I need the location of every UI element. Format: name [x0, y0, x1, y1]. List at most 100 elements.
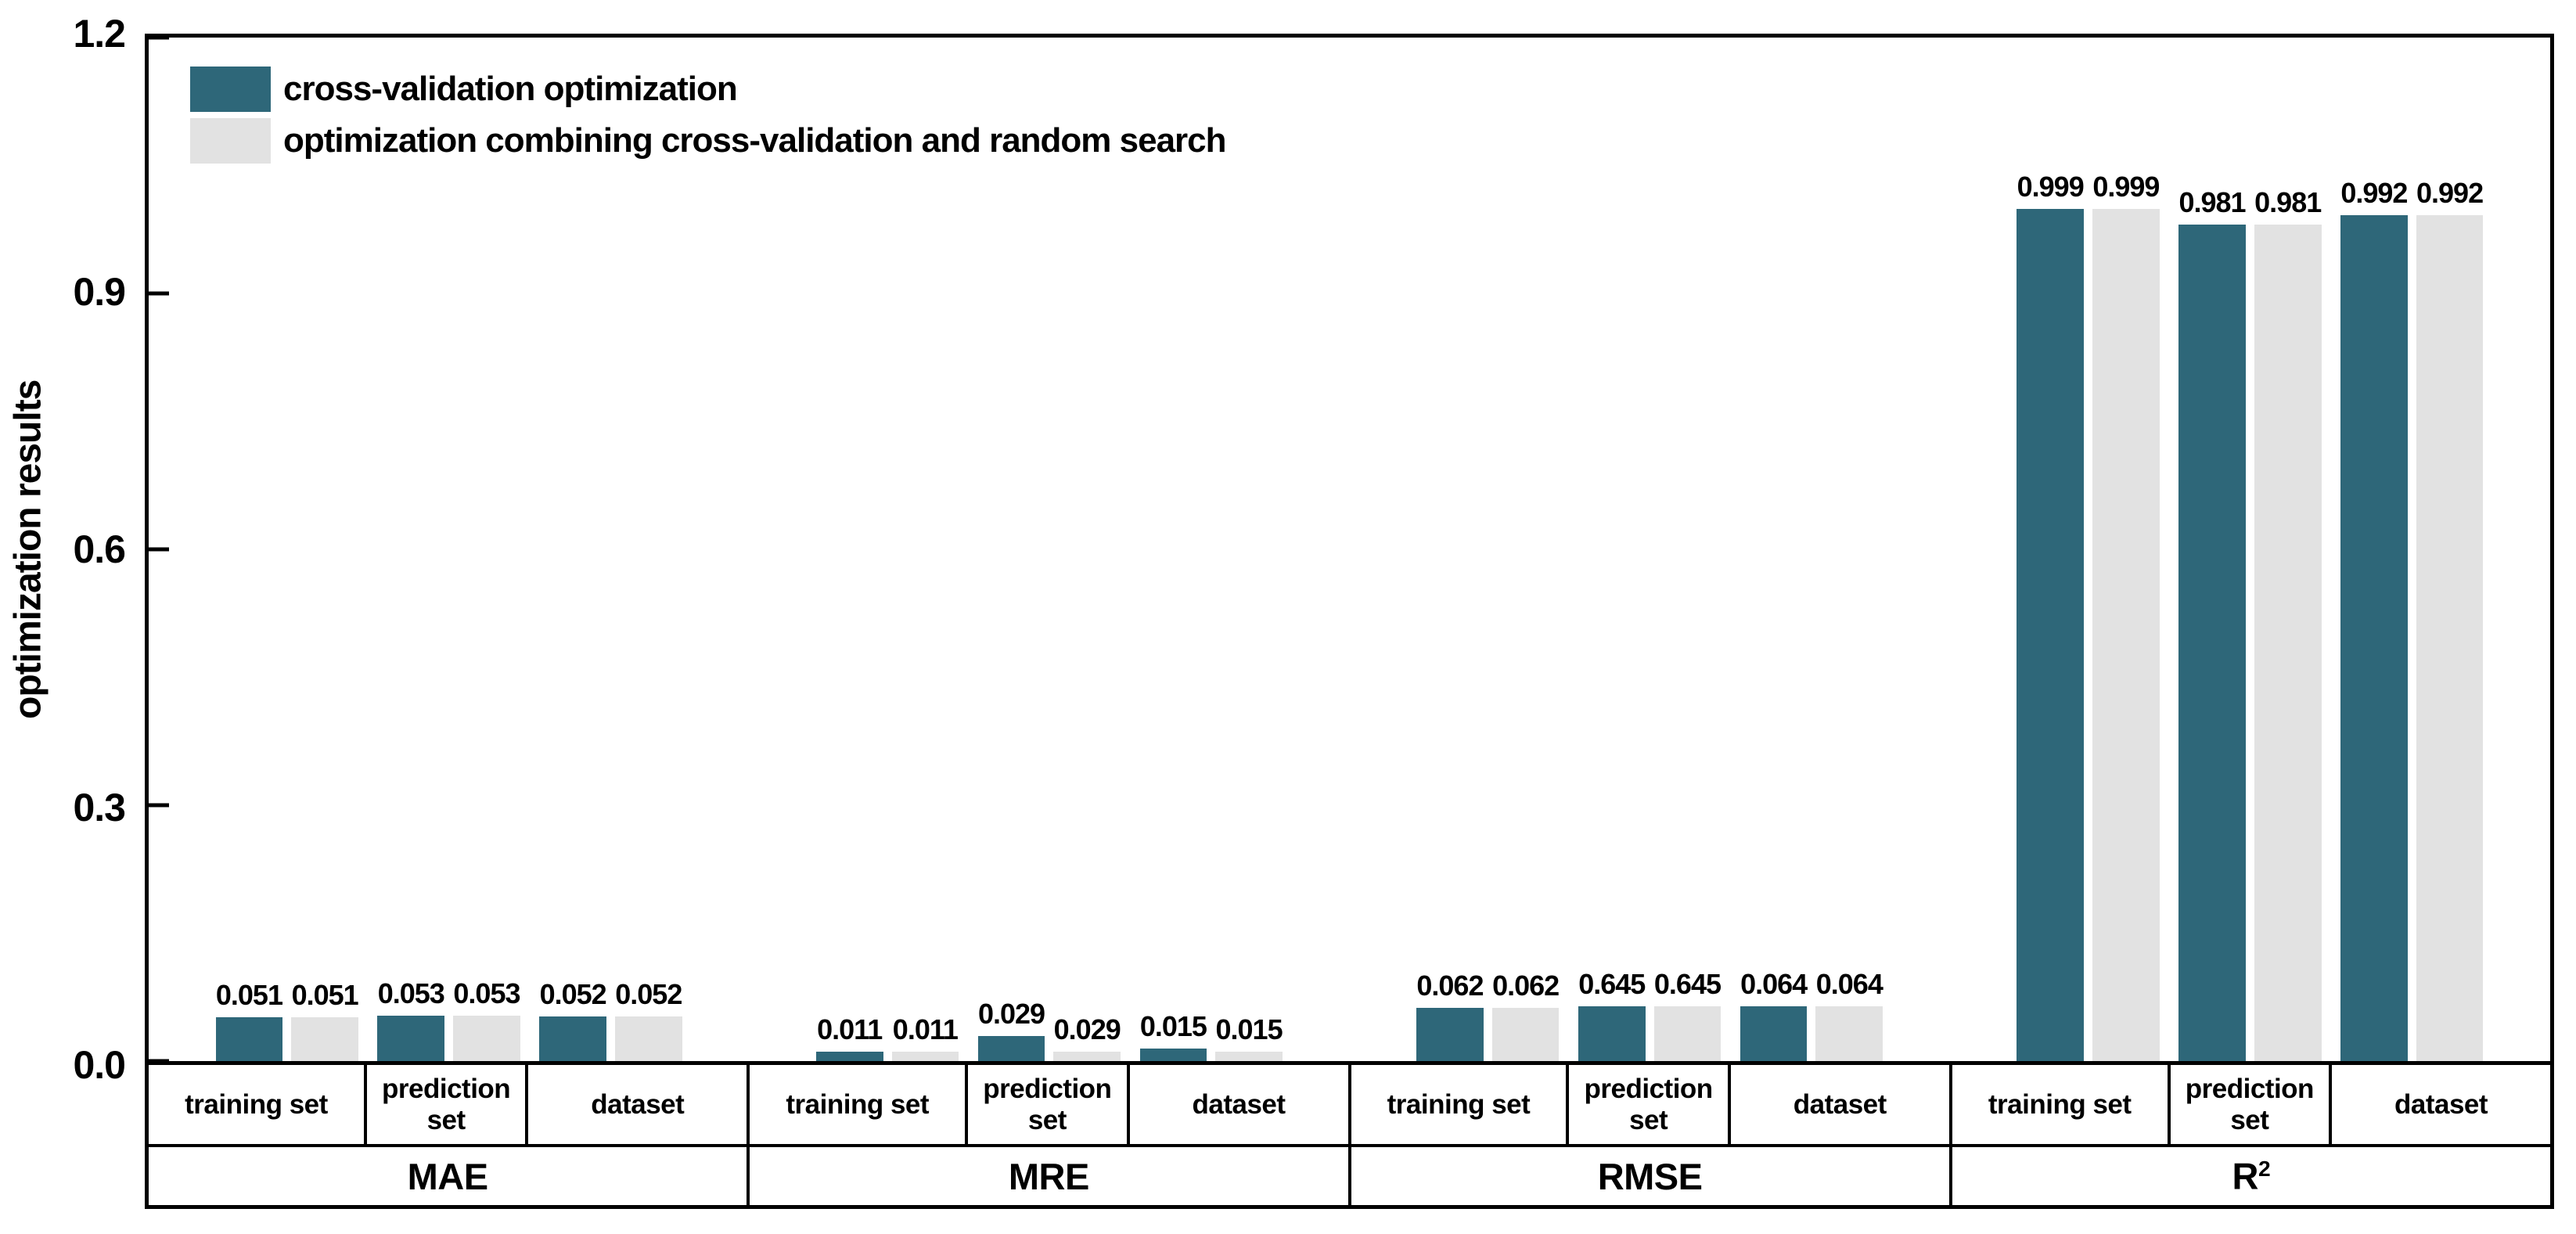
bar-value-label: 0.011	[817, 1013, 883, 1046]
bar-R2-prediction-set-s1	[2254, 224, 2322, 1061]
bar-value-label: 0.053	[377, 977, 445, 1010]
bar-MAE-dataset-s0	[539, 1016, 606, 1061]
bar-value-label: 0.645	[1653, 967, 1722, 1000]
y-tick-label: 0.0	[73, 1043, 126, 1087]
metric-label: R2	[2232, 1155, 2271, 1197]
bar-value-label: 0.029	[977, 998, 1045, 1031]
category-cell: training set	[1952, 1065, 2171, 1144]
bar-MRE-dataset-s0	[1139, 1048, 1207, 1061]
bar-value-label: 0.029	[1053, 1013, 1121, 1046]
bar-RMSE-dataset-s1	[1815, 1006, 1883, 1061]
y-tick-mark	[149, 35, 169, 40]
bar-R2-training-set-s0	[2017, 209, 2085, 1061]
bar-value-label: 0.999	[2092, 171, 2160, 203]
metric-row: R2	[1952, 1147, 2550, 1205]
category-metric-table: training set prediction set dataset MAE trai…	[145, 1061, 2554, 1209]
bar-MRE-training-set-s0	[815, 1052, 883, 1061]
y-tick-mark	[149, 803, 169, 808]
category-label: training set	[1988, 1088, 2132, 1120]
bar-value-label: 0.981	[2254, 185, 2322, 218]
legend-swatch	[190, 118, 271, 164]
bar-RMSE-training-set-s1	[1491, 1008, 1560, 1061]
category-label: training set	[1387, 1088, 1531, 1120]
bar-R2-dataset-s0	[2340, 214, 2408, 1061]
bar-RMSE-prediction-set-s1	[1653, 1006, 1722, 1061]
bar-MAE-training-set-s1	[291, 1017, 358, 1061]
bar-value-label: 0.052	[539, 978, 607, 1011]
metric-group-MRE: training set prediction set dataset MRE	[750, 1065, 1351, 1205]
metric-group-R2: training set prediction set dataset R2	[1952, 1065, 2550, 1205]
bar-RMSE-prediction-set-s0	[1578, 1006, 1646, 1061]
y-tick-mark	[149, 547, 169, 552]
y-tick-label: 0.9	[73, 269, 126, 314]
bar-value-label: 0.999	[2017, 171, 2085, 203]
bar-value-label: 0.062	[1416, 970, 1484, 1002]
metric-label: RMSE	[1597, 1155, 1703, 1197]
y-tick-label: 1.2	[73, 12, 126, 56]
category-cell: training set	[1351, 1065, 1570, 1144]
bar-value-label: 0.051	[291, 979, 359, 1012]
category-cell: training set	[149, 1065, 367, 1144]
bar-value-label: 0.062	[1492, 970, 1560, 1002]
bar-value-label: 0.052	[615, 978, 682, 1011]
y-tick-label: 0.6	[73, 527, 126, 571]
metric-group-RMSE: training set prediction set dataset RMSE	[1351, 1065, 1952, 1205]
category-cell: dataset	[2332, 1065, 2550, 1144]
category-cell: dataset	[1731, 1065, 1949, 1144]
bar-MRE-prediction-set-s0	[977, 1036, 1045, 1061]
category-cell: dataset	[528, 1065, 747, 1144]
bar-value-label: 0.051	[215, 979, 283, 1012]
legend-entry: optimization combining cross-validation …	[190, 118, 1227, 164]
metric-row: MAE	[149, 1147, 747, 1205]
category-row: training set prediction set dataset	[149, 1065, 747, 1147]
plot-area: cross-validation optimization optimizatio…	[145, 34, 2554, 1065]
category-cell: prediction set	[367, 1065, 529, 1144]
category-label: prediction set	[2185, 1073, 2315, 1135]
bar-MAE-prediction-set-s1	[453, 1016, 520, 1061]
bar-value-label: 0.981	[2178, 185, 2246, 218]
bar-MAE-dataset-s1	[614, 1016, 682, 1061]
y-tick-label: 0.3	[73, 785, 126, 829]
bar-value-label: 0.064	[1815, 968, 1883, 1001]
bar-MRE-prediction-set-s1	[1053, 1052, 1121, 1061]
category-cell: prediction set	[1569, 1065, 1731, 1144]
bar-R2-training-set-s1	[2092, 209, 2160, 1061]
category-label: dataset	[1793, 1088, 1887, 1120]
bar-value-label: 0.015	[1215, 1013, 1283, 1046]
legend-swatch	[190, 67, 271, 112]
metric-row: RMSE	[1351, 1147, 1949, 1205]
metric-row: MRE	[750, 1147, 1347, 1205]
legend-label: optimization combining cross-validation …	[283, 121, 1227, 160]
metric-group-MAE: training set prediction set dataset MAE	[149, 1065, 750, 1205]
category-row: training set prediction set dataset	[750, 1065, 1348, 1147]
bar-R2-prediction-set-s0	[2178, 224, 2246, 1061]
category-label: dataset	[1192, 1088, 1286, 1120]
bar-value-label: 0.992	[2416, 176, 2484, 209]
category-label: dataset	[591, 1088, 685, 1120]
bar-MRE-training-set-s1	[891, 1052, 959, 1061]
bar-value-label: 0.064	[1740, 968, 1808, 1001]
category-cell: prediction set	[2171, 1065, 2333, 1144]
category-cell: prediction set	[968, 1065, 1130, 1144]
bar-value-label: 0.645	[1578, 967, 1646, 1000]
category-row: training set prediction set dataset	[1351, 1065, 1949, 1147]
category-label: prediction set	[382, 1073, 511, 1135]
bar-RMSE-dataset-s0	[1740, 1006, 1808, 1061]
legend-entry: cross-validation optimization	[190, 67, 1226, 112]
y-tick-mark	[149, 291, 169, 296]
category-label: training set	[786, 1088, 930, 1120]
category-label: training set	[185, 1088, 328, 1120]
bar-MRE-dataset-s1	[1215, 1052, 1283, 1061]
category-row: training set prediction set dataset	[1952, 1065, 2550, 1147]
metric-label: MRE	[1008, 1155, 1089, 1197]
legend-label: cross-validation optimization	[283, 70, 738, 108]
bar-RMSE-training-set-s0	[1416, 1008, 1484, 1061]
bar-MAE-training-set-s0	[215, 1017, 283, 1061]
category-label: dataset	[2394, 1088, 2488, 1120]
category-label: prediction set	[983, 1073, 1112, 1135]
bar-MAE-prediction-set-s0	[377, 1016, 445, 1061]
bar-R2-dataset-s1	[2416, 214, 2484, 1061]
category-cell: training set	[750, 1065, 969, 1144]
legend: cross-validation optimization optimizatio…	[190, 67, 1227, 164]
